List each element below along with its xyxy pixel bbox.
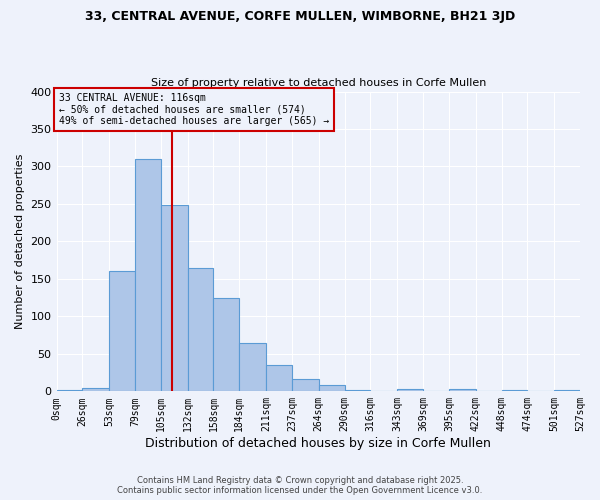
Bar <box>239 342 266 392</box>
Text: 33 CENTRAL AVENUE: 116sqm
← 50% of detached houses are smaller (574)
49% of semi: 33 CENTRAL AVENUE: 116sqm ← 50% of detac… <box>59 93 329 126</box>
Bar <box>161 206 188 392</box>
X-axis label: Distribution of detached houses by size in Corfe Mullen: Distribution of detached houses by size … <box>145 437 491 450</box>
Bar <box>476 390 502 392</box>
Bar <box>397 389 423 392</box>
Y-axis label: Number of detached properties: Number of detached properties <box>15 154 25 329</box>
Bar <box>527 390 554 392</box>
Bar <box>344 390 370 392</box>
Bar <box>292 378 319 392</box>
Bar <box>188 268 214 392</box>
Bar <box>449 389 476 392</box>
Bar <box>82 388 109 392</box>
Bar <box>214 298 239 392</box>
Bar <box>109 272 135 392</box>
Text: 33, CENTRAL AVENUE, CORFE MULLEN, WIMBORNE, BH21 3JD: 33, CENTRAL AVENUE, CORFE MULLEN, WIMBOR… <box>85 10 515 23</box>
Bar <box>370 390 397 392</box>
Bar <box>502 390 527 392</box>
Bar <box>554 390 580 392</box>
Bar <box>135 159 161 392</box>
Title: Size of property relative to detached houses in Corfe Mullen: Size of property relative to detached ho… <box>151 78 486 88</box>
Bar <box>319 386 344 392</box>
Bar <box>266 365 292 392</box>
Text: Contains HM Land Registry data © Crown copyright and database right 2025.
Contai: Contains HM Land Registry data © Crown c… <box>118 476 482 495</box>
Bar <box>423 390 449 392</box>
Bar <box>56 390 82 392</box>
